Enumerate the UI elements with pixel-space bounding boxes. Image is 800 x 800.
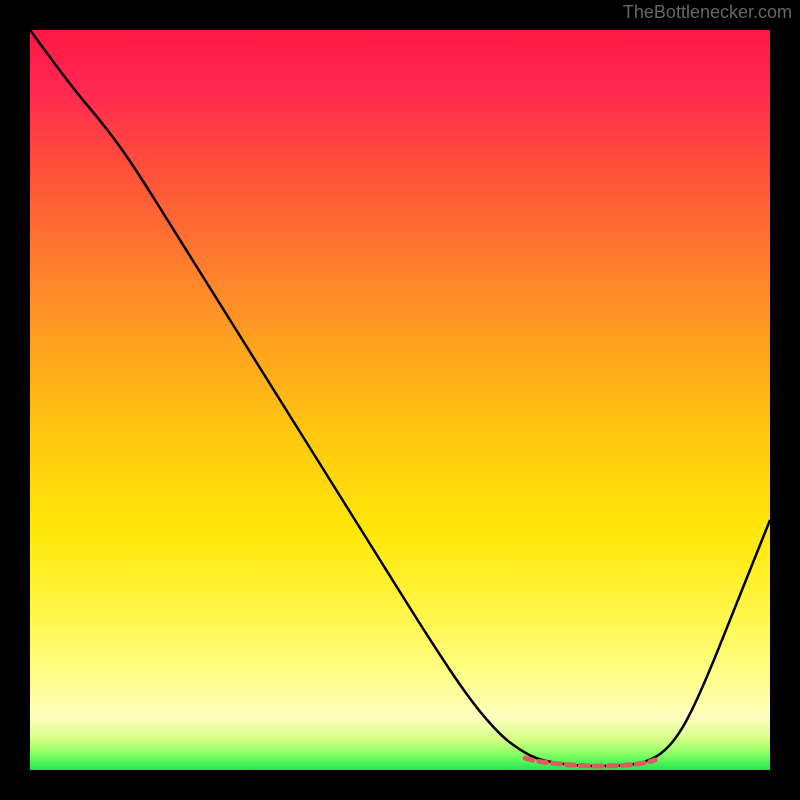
bottom-marker-curve [525,758,655,766]
curve-overlay [30,30,770,770]
watermark-text: TheBottlenecker.com [623,2,792,23]
chart-plot-area [30,30,770,770]
main-curve [30,30,770,766]
